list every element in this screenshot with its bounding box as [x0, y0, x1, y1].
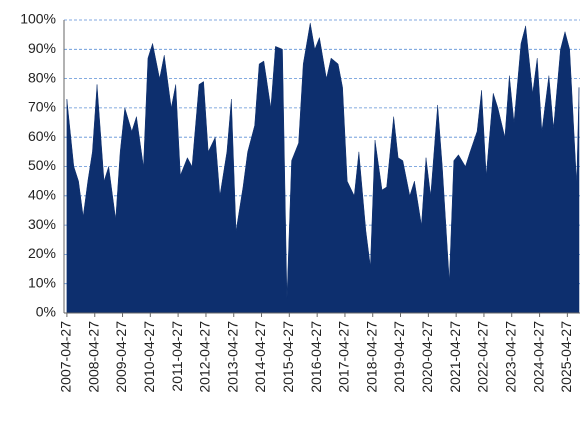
y-tick-label: 10% [28, 274, 56, 290]
x-tick-label: 2017-04-27 [336, 321, 352, 393]
x-tick-label: 2022-04-27 [475, 321, 491, 393]
x-tick-label: 2021-04-27 [447, 321, 463, 393]
x-tick-label: 2016-04-27 [308, 321, 324, 393]
x-tick-label: 2008-04-27 [85, 321, 101, 393]
y-tick-label: 0% [36, 304, 56, 320]
x-tick-label: 2013-04-27 [224, 321, 240, 393]
y-tick-label: 80% [28, 69, 56, 85]
y-tick-label: 60% [28, 128, 56, 144]
x-tick-label: 2015-04-27 [280, 321, 296, 393]
area [66, 22, 580, 314]
x-tick-label: 2024-04-27 [530, 321, 546, 393]
y-tick-label: 90% [28, 40, 56, 56]
x-tick-label: 2018-04-27 [363, 321, 379, 393]
y-tick-label: 50% [28, 157, 56, 173]
x-tick-label: 2011-04-27 [169, 321, 185, 392]
x-tick-label: 2010-04-27 [141, 321, 157, 393]
y-tick-label: 70% [28, 99, 56, 115]
x-tick-label: 2020-04-27 [419, 321, 435, 393]
y-tick-label: 20% [28, 245, 56, 261]
x-tick-label: 2009-04-27 [113, 321, 129, 393]
y-tick-label: 100% [20, 11, 56, 27]
x-tick-label: 2023-04-27 [502, 321, 518, 393]
x-tick-label: 2019-04-27 [391, 321, 407, 393]
y-tick-label: 30% [28, 216, 56, 232]
x-tick-label: 2025-04-27 [558, 321, 574, 393]
x-tick-label: 2007-04-27 [58, 321, 74, 393]
x-tick-label: 2012-04-27 [197, 321, 213, 393]
y-tick-label: 40% [28, 187, 56, 203]
x-tick-label: 2014-04-27 [252, 321, 268, 393]
